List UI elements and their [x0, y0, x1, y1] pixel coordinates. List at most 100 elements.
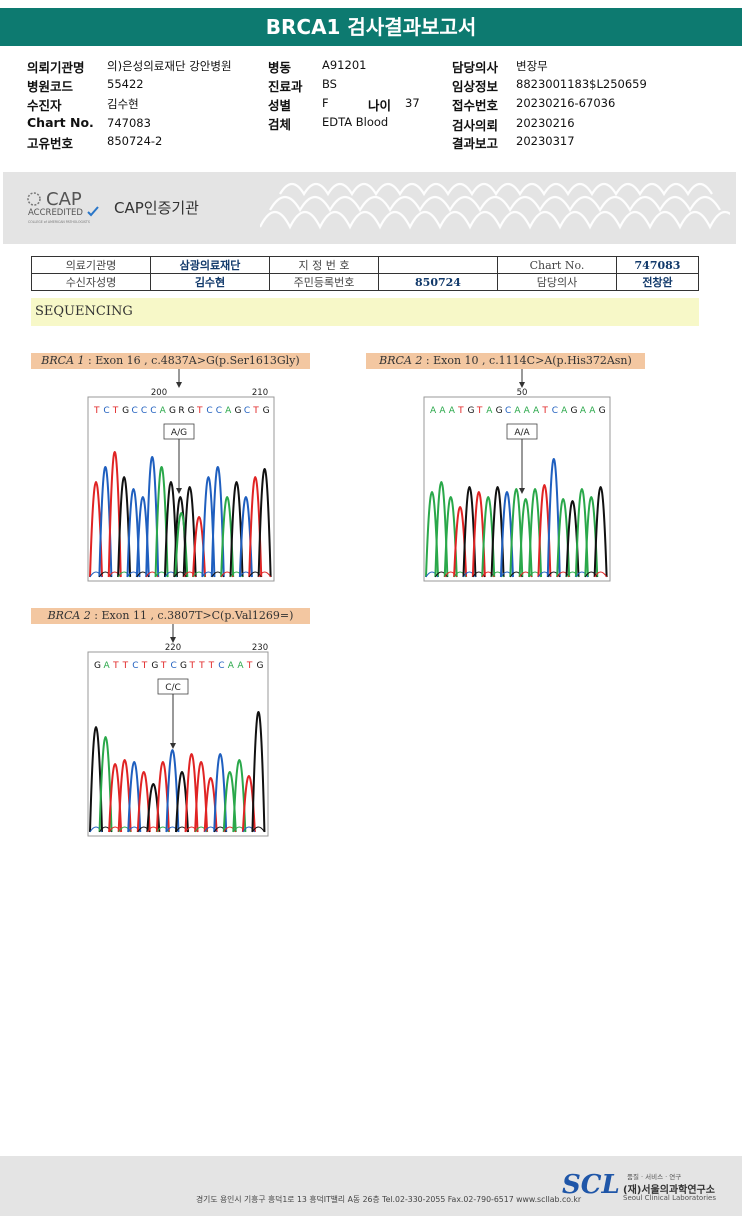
- trace-baseline: [425, 571, 439, 578]
- trace-baseline: [201, 571, 215, 578]
- base-call-letter: G: [169, 406, 176, 416]
- base-call-letter: T: [112, 406, 119, 416]
- base-call-letter: A: [237, 661, 244, 671]
- base-call-letter: C: [150, 406, 156, 416]
- base-call-letter: T: [208, 661, 215, 671]
- cap-college-text: COLLEGE of AMERICAN PATHOLOGISTS: [28, 220, 90, 224]
- base-call-letter: T: [141, 661, 148, 671]
- trace-baseline: [136, 571, 150, 578]
- trace-baseline: [434, 571, 448, 578]
- report-label: 결과보고: [452, 136, 499, 151]
- ward-label: 병동: [268, 60, 292, 75]
- base-call-letter: T: [252, 406, 259, 416]
- base-call-letter: T: [246, 661, 253, 671]
- arrow-down-icon: [170, 637, 176, 643]
- footer-band: [0, 1156, 742, 1216]
- specimen-value: EDTA Blood: [322, 115, 389, 129]
- code-value: 55422: [107, 77, 144, 91]
- base-call-letter: T: [160, 661, 167, 671]
- age-label: 나이: [368, 98, 392, 113]
- trace-baseline: [444, 571, 458, 578]
- trace-baseline: [500, 571, 514, 578]
- clinical-label: 임상정보: [452, 79, 499, 94]
- base-call-letter: C: [216, 406, 222, 416]
- base-call-letter: C: [132, 661, 138, 671]
- base-call-letter: A: [561, 406, 568, 416]
- chromatogram-brca2-exon10: 50A A A T G T A G C A A A T C A G A A GA/A: [423, 369, 611, 582]
- position-label: 230: [252, 643, 268, 653]
- base-call-letter: T: [112, 661, 119, 671]
- arrow-down-icon: [176, 488, 182, 494]
- table-cell: 의료기관명: [31, 256, 151, 274]
- trace-peak: [251, 711, 266, 833]
- receipt-label: 접수번호: [452, 98, 499, 113]
- clinical-value: 8823001183$L250659: [516, 77, 647, 91]
- ward-value: A91201: [322, 58, 367, 72]
- chart-label: Chart No.: [27, 115, 94, 130]
- base-call-letter: A: [514, 406, 521, 416]
- base-call-letter: G: [599, 406, 606, 416]
- base-call-letter: A: [580, 406, 587, 416]
- position-label: 50: [517, 388, 528, 398]
- base-call-letter: C: [206, 406, 212, 416]
- arrow-down-icon: [519, 382, 525, 388]
- trace-baseline: [547, 571, 561, 578]
- trace-baseline: [491, 571, 505, 578]
- table-cell: 주민등록번호: [269, 273, 379, 291]
- genotype-call-label: A/A: [514, 428, 530, 438]
- base-call-letter: T: [122, 661, 129, 671]
- trace-peak: [165, 749, 180, 833]
- scl-logo: SCL: [562, 1170, 620, 1200]
- variant-desc: : Exon 16 , c.4837A>G(p.Ser1613Gly): [84, 354, 300, 367]
- base-call-letter: A: [430, 406, 437, 416]
- arrow-down-icon: [519, 488, 525, 494]
- trace-baseline: [192, 571, 206, 578]
- trace-baseline: [155, 571, 169, 578]
- table-cell: 850724: [378, 273, 498, 291]
- base-call-letter: A: [533, 406, 540, 416]
- footer-address: 경기도 용인시 기흥구 흥덕1로 13 흥덕IT밸리 A동 26층 Tel.02…: [196, 1195, 582, 1204]
- trace-baseline: [258, 571, 272, 578]
- request-label: 검사의뢰: [452, 118, 499, 133]
- hospital-label: 의뢰기관명: [27, 60, 85, 75]
- trace-peak: [546, 458, 561, 578]
- base-call-letter: C: [131, 406, 137, 416]
- trace-peak: [213, 753, 228, 833]
- unique-label: 고유번호: [27, 136, 74, 151]
- base-call-letter: A: [589, 406, 596, 416]
- chart-value: 747083: [107, 116, 151, 130]
- trace-peak: [182, 486, 197, 578]
- recipient-info-table: 의료기관명 삼광의료재단 지 정 번 호 Chart No. 747083 수신…: [31, 256, 699, 291]
- table-cell: 지 정 번 호: [269, 256, 379, 274]
- table-row: 의료기관명 삼광의료재단 지 정 번 호 Chart No. 747083: [31, 256, 699, 274]
- trace-peak: [257, 468, 272, 578]
- base-call-letter: G: [94, 661, 101, 671]
- base-call-letter: T: [476, 406, 483, 416]
- trace-peak: [593, 486, 608, 578]
- patient-header: 의뢰기관명 의)은성의료재단 강안병원 병원코드 55422 수진자 김수현 C…: [0, 52, 742, 162]
- position-label: 220: [165, 643, 181, 653]
- base-call-letter: G: [122, 406, 129, 416]
- genotype-call-label: C/C: [165, 683, 181, 693]
- request-value: 20230216: [516, 116, 575, 130]
- base-call-letter: A: [439, 406, 446, 416]
- trace-peak: [232, 759, 247, 833]
- base-call-letter: G: [235, 406, 242, 416]
- variant-desc: : Exon 11 , c.3807T>C(p.Val1269=): [90, 609, 294, 622]
- base-call-letter: T: [93, 406, 100, 416]
- base-call-letter: C: [170, 661, 176, 671]
- base-call-letter: T: [541, 406, 548, 416]
- base-call-letter: G: [256, 661, 263, 671]
- receipt-value: 20230216-67036: [516, 96, 616, 110]
- base-call-letter: G: [263, 406, 270, 416]
- trace-baseline: [89, 571, 103, 578]
- trace-baseline: [230, 571, 243, 578]
- cap-logo-text: CAP: [46, 189, 82, 210]
- variant-desc: : Exon 10 , c.1114C>A(p.His372Asn): [422, 354, 632, 367]
- trace-baseline: [248, 571, 262, 578]
- table-cell: 김수현: [150, 273, 270, 291]
- doctor-label: 담당의사: [452, 60, 499, 75]
- genotype-call-label: A/G: [171, 428, 187, 438]
- gene-name: BRCA 2: [47, 609, 91, 622]
- arrow-down-icon: [176, 382, 182, 388]
